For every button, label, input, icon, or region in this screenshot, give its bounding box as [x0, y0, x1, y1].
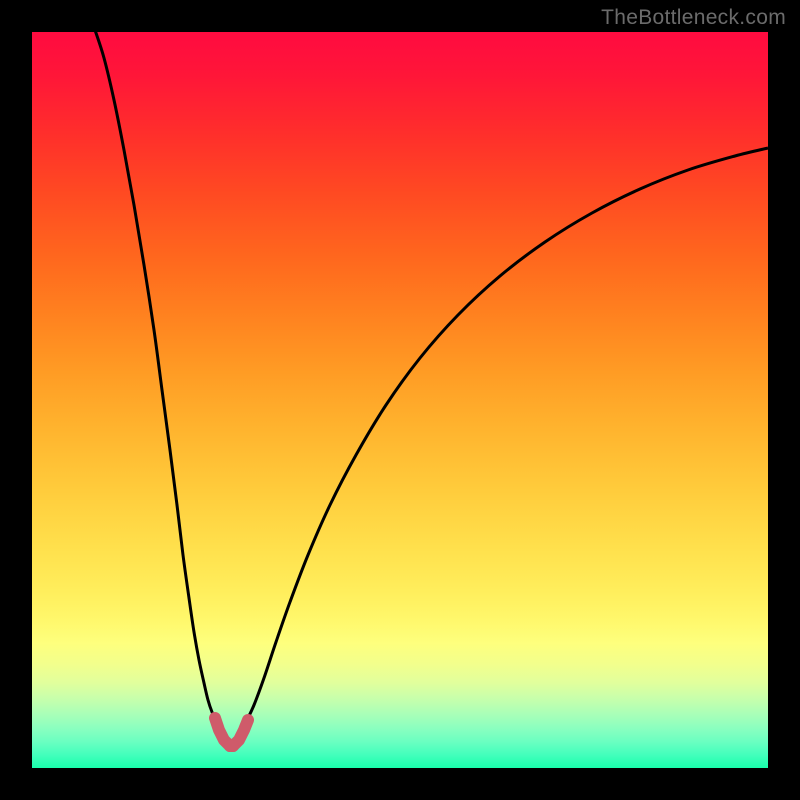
- watermark: TheBottleneck.com: [601, 6, 786, 30]
- plot-background: [32, 32, 768, 768]
